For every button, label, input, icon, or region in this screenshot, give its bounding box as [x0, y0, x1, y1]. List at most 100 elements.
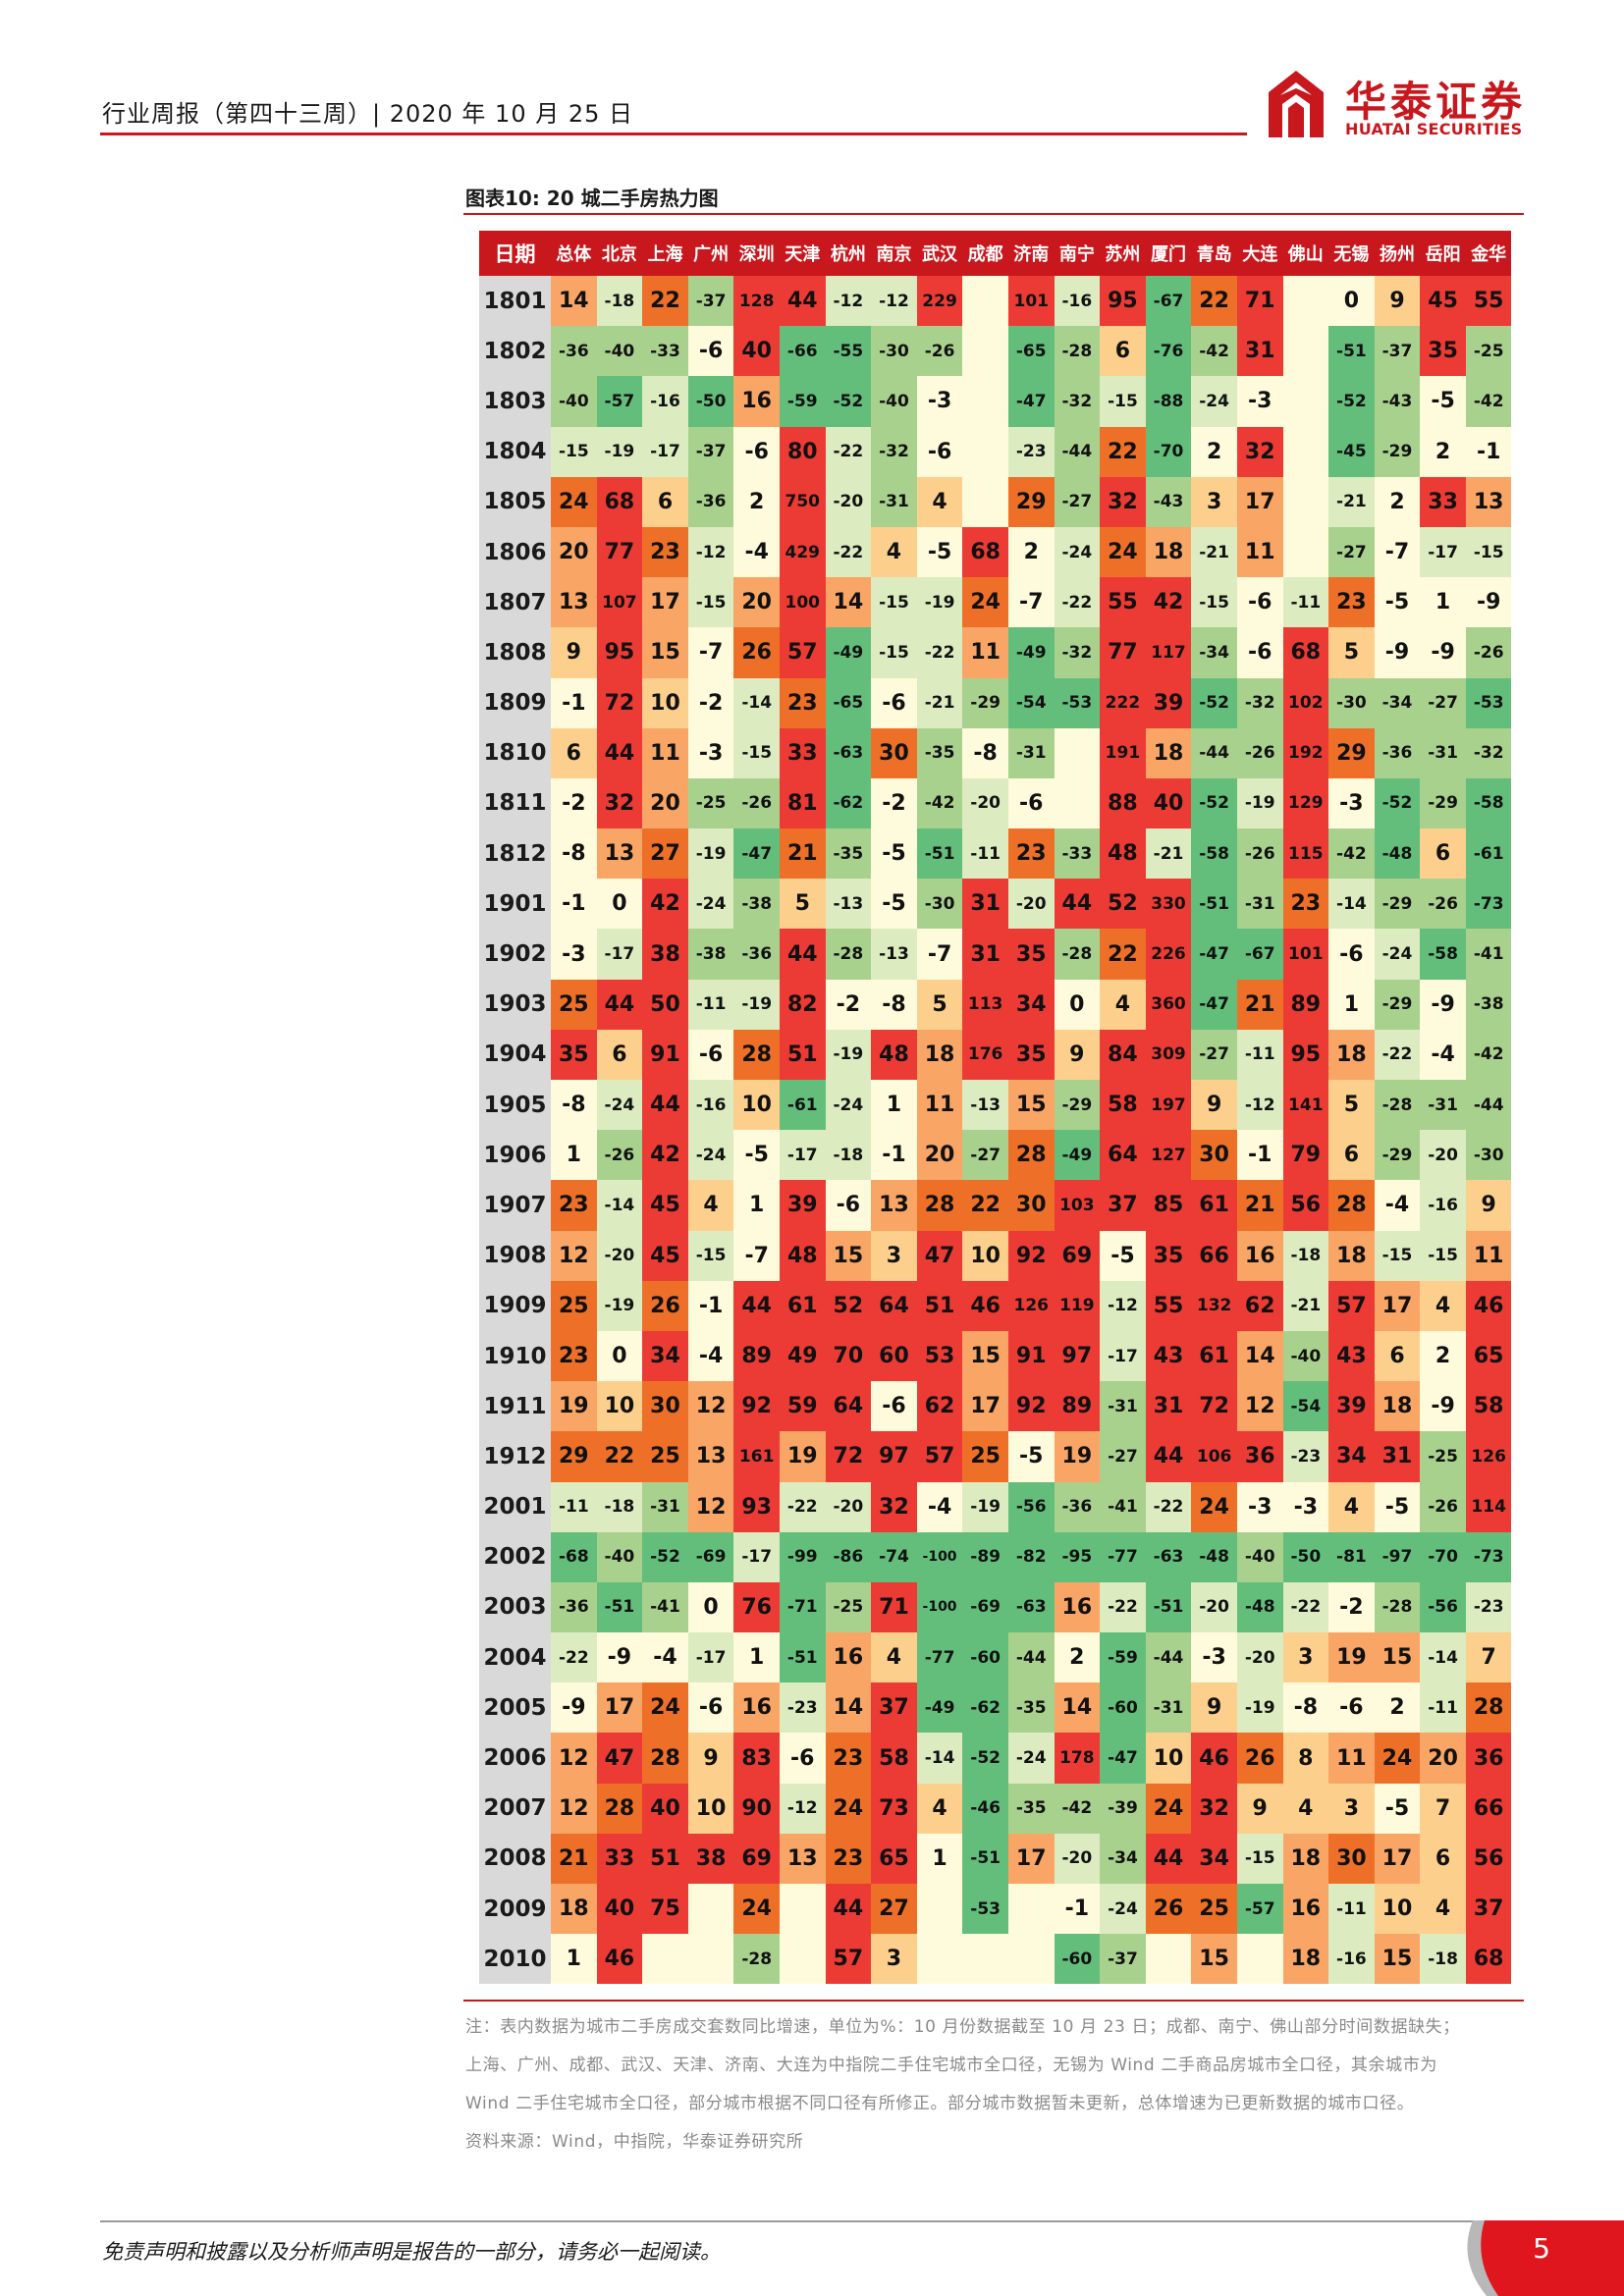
- date-cell: 1805: [479, 476, 551, 527]
- heat-cell: [962, 1934, 1008, 1985]
- heat-cell: -14: [596, 1180, 643, 1231]
- heat-cell: 39: [779, 1180, 826, 1231]
- heat-cell: -24: [825, 1080, 872, 1131]
- heat-cell: 25: [642, 1431, 688, 1482]
- heat-cell: -57: [1236, 1884, 1283, 1935]
- heat-cell: 62: [1236, 1280, 1283, 1331]
- heat-cell: -4: [1420, 1029, 1466, 1080]
- heat-cell: 36: [1465, 1733, 1512, 1784]
- date-cell: 1811: [479, 777, 551, 829]
- table-row: 1903 25 44 50 -11 -19 82 -2 -8 5 113 34 0 4 360 -47 21 89…: [479, 979, 1512, 1030]
- heat-cell: -44: [1007, 1632, 1055, 1683]
- date-cell: 1807: [479, 577, 551, 628]
- heat-cell: 360: [1145, 979, 1192, 1030]
- table-row: 1906 1 -26 42 -24 -5 -17 -18 -1 20 -27 28 -49 64 127 30…: [479, 1130, 1512, 1181]
- heat-cell: -43: [1145, 476, 1192, 527]
- heat-cell: -52: [1328, 376, 1375, 427]
- heat-cell: 16: [1282, 1884, 1329, 1935]
- heat-cell: -56: [1007, 1481, 1055, 1532]
- heat-cell: 16: [1236, 1230, 1283, 1281]
- heat-cell: 106: [1191, 1431, 1237, 1482]
- heat-cell: 14: [825, 577, 872, 628]
- heat-cell: 4: [1420, 1280, 1466, 1331]
- date-cell: 1904: [479, 1029, 551, 1080]
- heat-cell: 61: [1191, 1330, 1237, 1382]
- heat-cell: 101: [1282, 929, 1329, 980]
- heat-cell: -22: [1374, 1029, 1421, 1080]
- heat-cell: -42: [1191, 326, 1237, 377]
- heat-cell: 11: [642, 727, 688, 778]
- heat-cell: -19: [1236, 777, 1283, 829]
- heat-cell: 55: [1100, 577, 1146, 628]
- heat-cell: 2: [1054, 1632, 1101, 1683]
- heat-cell: -41: [1100, 1481, 1146, 1532]
- heat-cell: 37: [1100, 1180, 1146, 1231]
- heat-cell: -20: [825, 476, 872, 527]
- heat-cell: [1282, 276, 1329, 327]
- heat-cell: 21: [551, 1833, 597, 1884]
- heat-cell: 26: [733, 627, 780, 678]
- heat-cell: 31: [1236, 326, 1283, 377]
- heat-cell: 9: [551, 627, 597, 678]
- heat-cell: [962, 376, 1008, 427]
- heat-cell: -2: [551, 777, 597, 829]
- heat-cell: [962, 326, 1008, 377]
- heat-cell: 34: [1007, 979, 1055, 1030]
- date-cell: 2001: [479, 1481, 551, 1532]
- heat-cell: 66: [1191, 1230, 1237, 1281]
- table-row: 1811 -2 32 20 -25 -26 81 -62 -2 -42 -20 -6 88 40 -52 -1…: [479, 777, 1512, 829]
- heat-cell: 1: [551, 1130, 597, 1181]
- heat-cell: 9: [1054, 1029, 1101, 1080]
- heat-cell: -3: [687, 727, 734, 778]
- heat-cell: -24: [687, 1130, 734, 1181]
- heat-cell: -52: [1191, 777, 1237, 829]
- heat-cell: -41: [642, 1581, 688, 1633]
- heat-cell: -22: [1054, 577, 1101, 628]
- heat-cell: -12: [1100, 1280, 1146, 1331]
- heat-cell: 28: [1328, 1180, 1375, 1231]
- heat-cell: -67: [1145, 276, 1192, 327]
- heat-cell: -3: [916, 376, 963, 427]
- heat-cell: 115: [1282, 828, 1329, 880]
- heat-cell: 38: [687, 1833, 734, 1884]
- heat-cell: -6: [687, 326, 734, 377]
- heat-cell: -16: [642, 376, 688, 427]
- heat-cell: 22: [642, 276, 688, 327]
- heat-cell: -22: [1282, 1581, 1329, 1633]
- date-cell: 2008: [479, 1833, 551, 1884]
- heat-cell: -62: [825, 777, 872, 829]
- heat-cell: 42: [1145, 577, 1192, 628]
- heat-cell: -44: [1054, 426, 1101, 477]
- heat-cell: 38: [642, 929, 688, 980]
- date-cell: 1803: [479, 376, 551, 427]
- heat-cell: -47: [1100, 1733, 1146, 1784]
- heat-cell: 35: [1007, 929, 1055, 980]
- table-row: 1802 -36 -40 -33 -6 40 -66 -55 -30 -26 -65 -28 6 -76-…: [479, 326, 1512, 377]
- heat-cell: -31: [1007, 727, 1055, 778]
- date-cell: 1806: [479, 526, 551, 578]
- heat-cell: 28: [1465, 1682, 1512, 1734]
- heat-cell: 2: [1420, 426, 1466, 477]
- heat-cell: 79: [1282, 1130, 1329, 1181]
- heat-cell: 30: [1328, 1833, 1375, 1884]
- heat-cell: 100: [779, 577, 826, 628]
- heat-cell: -24: [1374, 929, 1421, 980]
- heat-cell: 93: [733, 1481, 780, 1532]
- heat-cell: [962, 276, 1008, 327]
- heat-cell: 66: [1465, 1783, 1512, 1834]
- heat-cell: -35: [1007, 1682, 1055, 1734]
- date-cell: 1903: [479, 979, 551, 1030]
- heat-cell: 32: [1236, 426, 1283, 477]
- heat-cell: -8: [551, 1080, 597, 1131]
- heat-cell: [779, 1934, 826, 1985]
- heat-cell: -2: [687, 677, 734, 728]
- table-row: 1909 25 -19 26 -1 44 61 52 64 51 46 126 119 -12 55 132 6…: [479, 1280, 1512, 1331]
- heat-cell: -26: [1420, 1481, 1466, 1532]
- heat-cell: -71: [779, 1581, 826, 1633]
- heat-cell: 132: [1191, 1280, 1237, 1331]
- heat-cell: 16: [825, 1632, 872, 1683]
- heat-cell: -29: [1374, 979, 1421, 1030]
- heat-cell: 44: [596, 727, 643, 778]
- heat-cell: -18: [825, 1130, 872, 1181]
- heat-cell: -19: [962, 1481, 1008, 1532]
